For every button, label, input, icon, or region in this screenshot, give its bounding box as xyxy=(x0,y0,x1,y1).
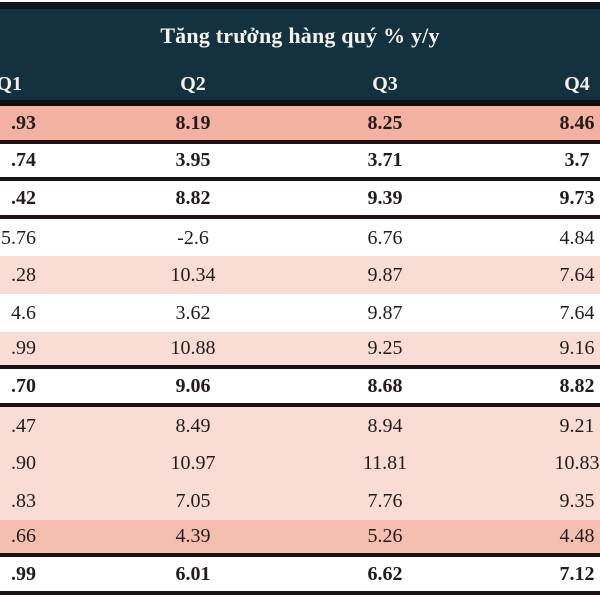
cell-q3: 9.87 xyxy=(367,301,403,324)
cell-q3: 6.62 xyxy=(367,562,403,585)
cell-q4: 9.21 xyxy=(559,414,595,437)
cell-q4: 7.12 xyxy=(559,562,595,585)
column-header-q1: Q1 xyxy=(0,73,22,95)
table-row: .66 4.39 5.26 4.48 xyxy=(0,519,600,558)
cell-q3: 11.81 xyxy=(362,452,408,475)
table-row: .74 3.95 3.71 3.7 xyxy=(0,143,600,182)
cell-q1: .42 xyxy=(11,186,36,209)
cell-q1: .47 xyxy=(11,414,36,437)
cell-q3: 3.71 xyxy=(367,149,403,172)
cell-q1: .74 xyxy=(11,149,36,172)
table-body: .93 8.19 8.25 8.46 .74 3.95 3.71 3.7 .42… xyxy=(0,106,600,595)
table-row: .99 6.01 6.62 7.12 xyxy=(0,557,600,595)
cell-q1: 5.76 xyxy=(1,226,36,249)
cell-q4: 4.48 xyxy=(559,525,595,548)
cell-q1: .28 xyxy=(11,264,36,287)
cell-q1: .93 xyxy=(11,111,36,134)
cell-q3: 8.94 xyxy=(367,414,403,437)
cell-q1: 4.6 xyxy=(11,301,36,324)
table-top-border xyxy=(0,2,600,9)
cell-q2: 10.97 xyxy=(170,452,216,475)
cell-q2: 8.49 xyxy=(175,414,211,437)
cell-q4: 10.83 xyxy=(554,452,600,475)
table-row: .47 8.49 8.94 9.21 xyxy=(0,406,600,445)
cell-q3: 9.25 xyxy=(367,337,403,360)
cell-q2: 4.39 xyxy=(175,525,211,548)
column-header-q4: Q4 xyxy=(564,73,590,95)
cell-q4: 9.35 xyxy=(559,489,595,512)
cell-q1: .90 xyxy=(11,452,36,475)
cell-q2: 10.88 xyxy=(170,337,216,360)
cell-q4: 8.82 xyxy=(559,374,595,397)
table-row: 4.6 3.62 9.87 7.64 xyxy=(0,293,600,332)
cell-q1: .99 xyxy=(11,562,36,585)
table-row: .83 7.05 7.76 9.35 xyxy=(0,481,600,520)
cell-q2: 6.01 xyxy=(175,562,211,585)
cell-q4: 7.64 xyxy=(559,301,595,324)
cell-q3: 5.26 xyxy=(367,525,403,548)
cell-q4: 7.64 xyxy=(559,264,595,287)
cell-q2: 3.95 xyxy=(175,149,211,172)
cell-q3: 6.76 xyxy=(367,226,403,249)
table-row: .42 8.82 9.39 9.73 xyxy=(0,181,600,219)
column-header-q3: Q3 xyxy=(372,73,398,95)
column-header-q2: Q2 xyxy=(180,73,206,95)
cell-q2: 3.62 xyxy=(175,301,211,324)
cell-q1: .83 xyxy=(11,489,36,512)
table-row: 5.76 -2.6 6.76 4.84 xyxy=(0,218,600,257)
cell-q1: .99 xyxy=(11,337,36,360)
cell-q3: 9.87 xyxy=(367,264,403,287)
cell-q2: 9.06 xyxy=(175,374,211,397)
table-header: Tăng trưởng hàng quý % y/y Q1 Q2 Q3 Q4 xyxy=(0,9,600,106)
table-row: .70 9.06 8.68 8.82 xyxy=(0,369,600,407)
cell-q2: 8.19 xyxy=(175,111,211,134)
table-row: .99 10.88 9.25 9.16 xyxy=(0,331,600,370)
table-row: .93 8.19 8.25 8.46 xyxy=(0,106,600,144)
cell-q3: 8.68 xyxy=(367,374,403,397)
cell-q4: 4.84 xyxy=(559,226,595,249)
cell-q4: 9.16 xyxy=(559,337,595,360)
cell-q3: 7.76 xyxy=(367,489,403,512)
cell-q2: -2.6 xyxy=(177,226,209,249)
table-row: .28 10.34 9.87 7.64 xyxy=(0,256,600,294)
cell-q2: 10.34 xyxy=(170,264,216,287)
cell-q1: .70 xyxy=(11,374,36,397)
table-title: Tăng trưởng hàng quý % y/y xyxy=(160,23,440,48)
cell-q3: 8.25 xyxy=(367,111,403,134)
cell-q4: 3.7 xyxy=(564,149,590,172)
cell-q4: 9.73 xyxy=(559,186,595,209)
cell-q1: .66 xyxy=(11,525,36,548)
column-headers: Q1 Q2 Q3 Q4 xyxy=(0,73,600,96)
cell-q2: 7.05 xyxy=(175,489,211,512)
cell-q3: 9.39 xyxy=(367,186,403,209)
table-row: .90 10.97 11.81 10.83 xyxy=(0,444,600,482)
cell-q2: 8.82 xyxy=(175,186,211,209)
cell-q4: 8.46 xyxy=(559,111,595,134)
